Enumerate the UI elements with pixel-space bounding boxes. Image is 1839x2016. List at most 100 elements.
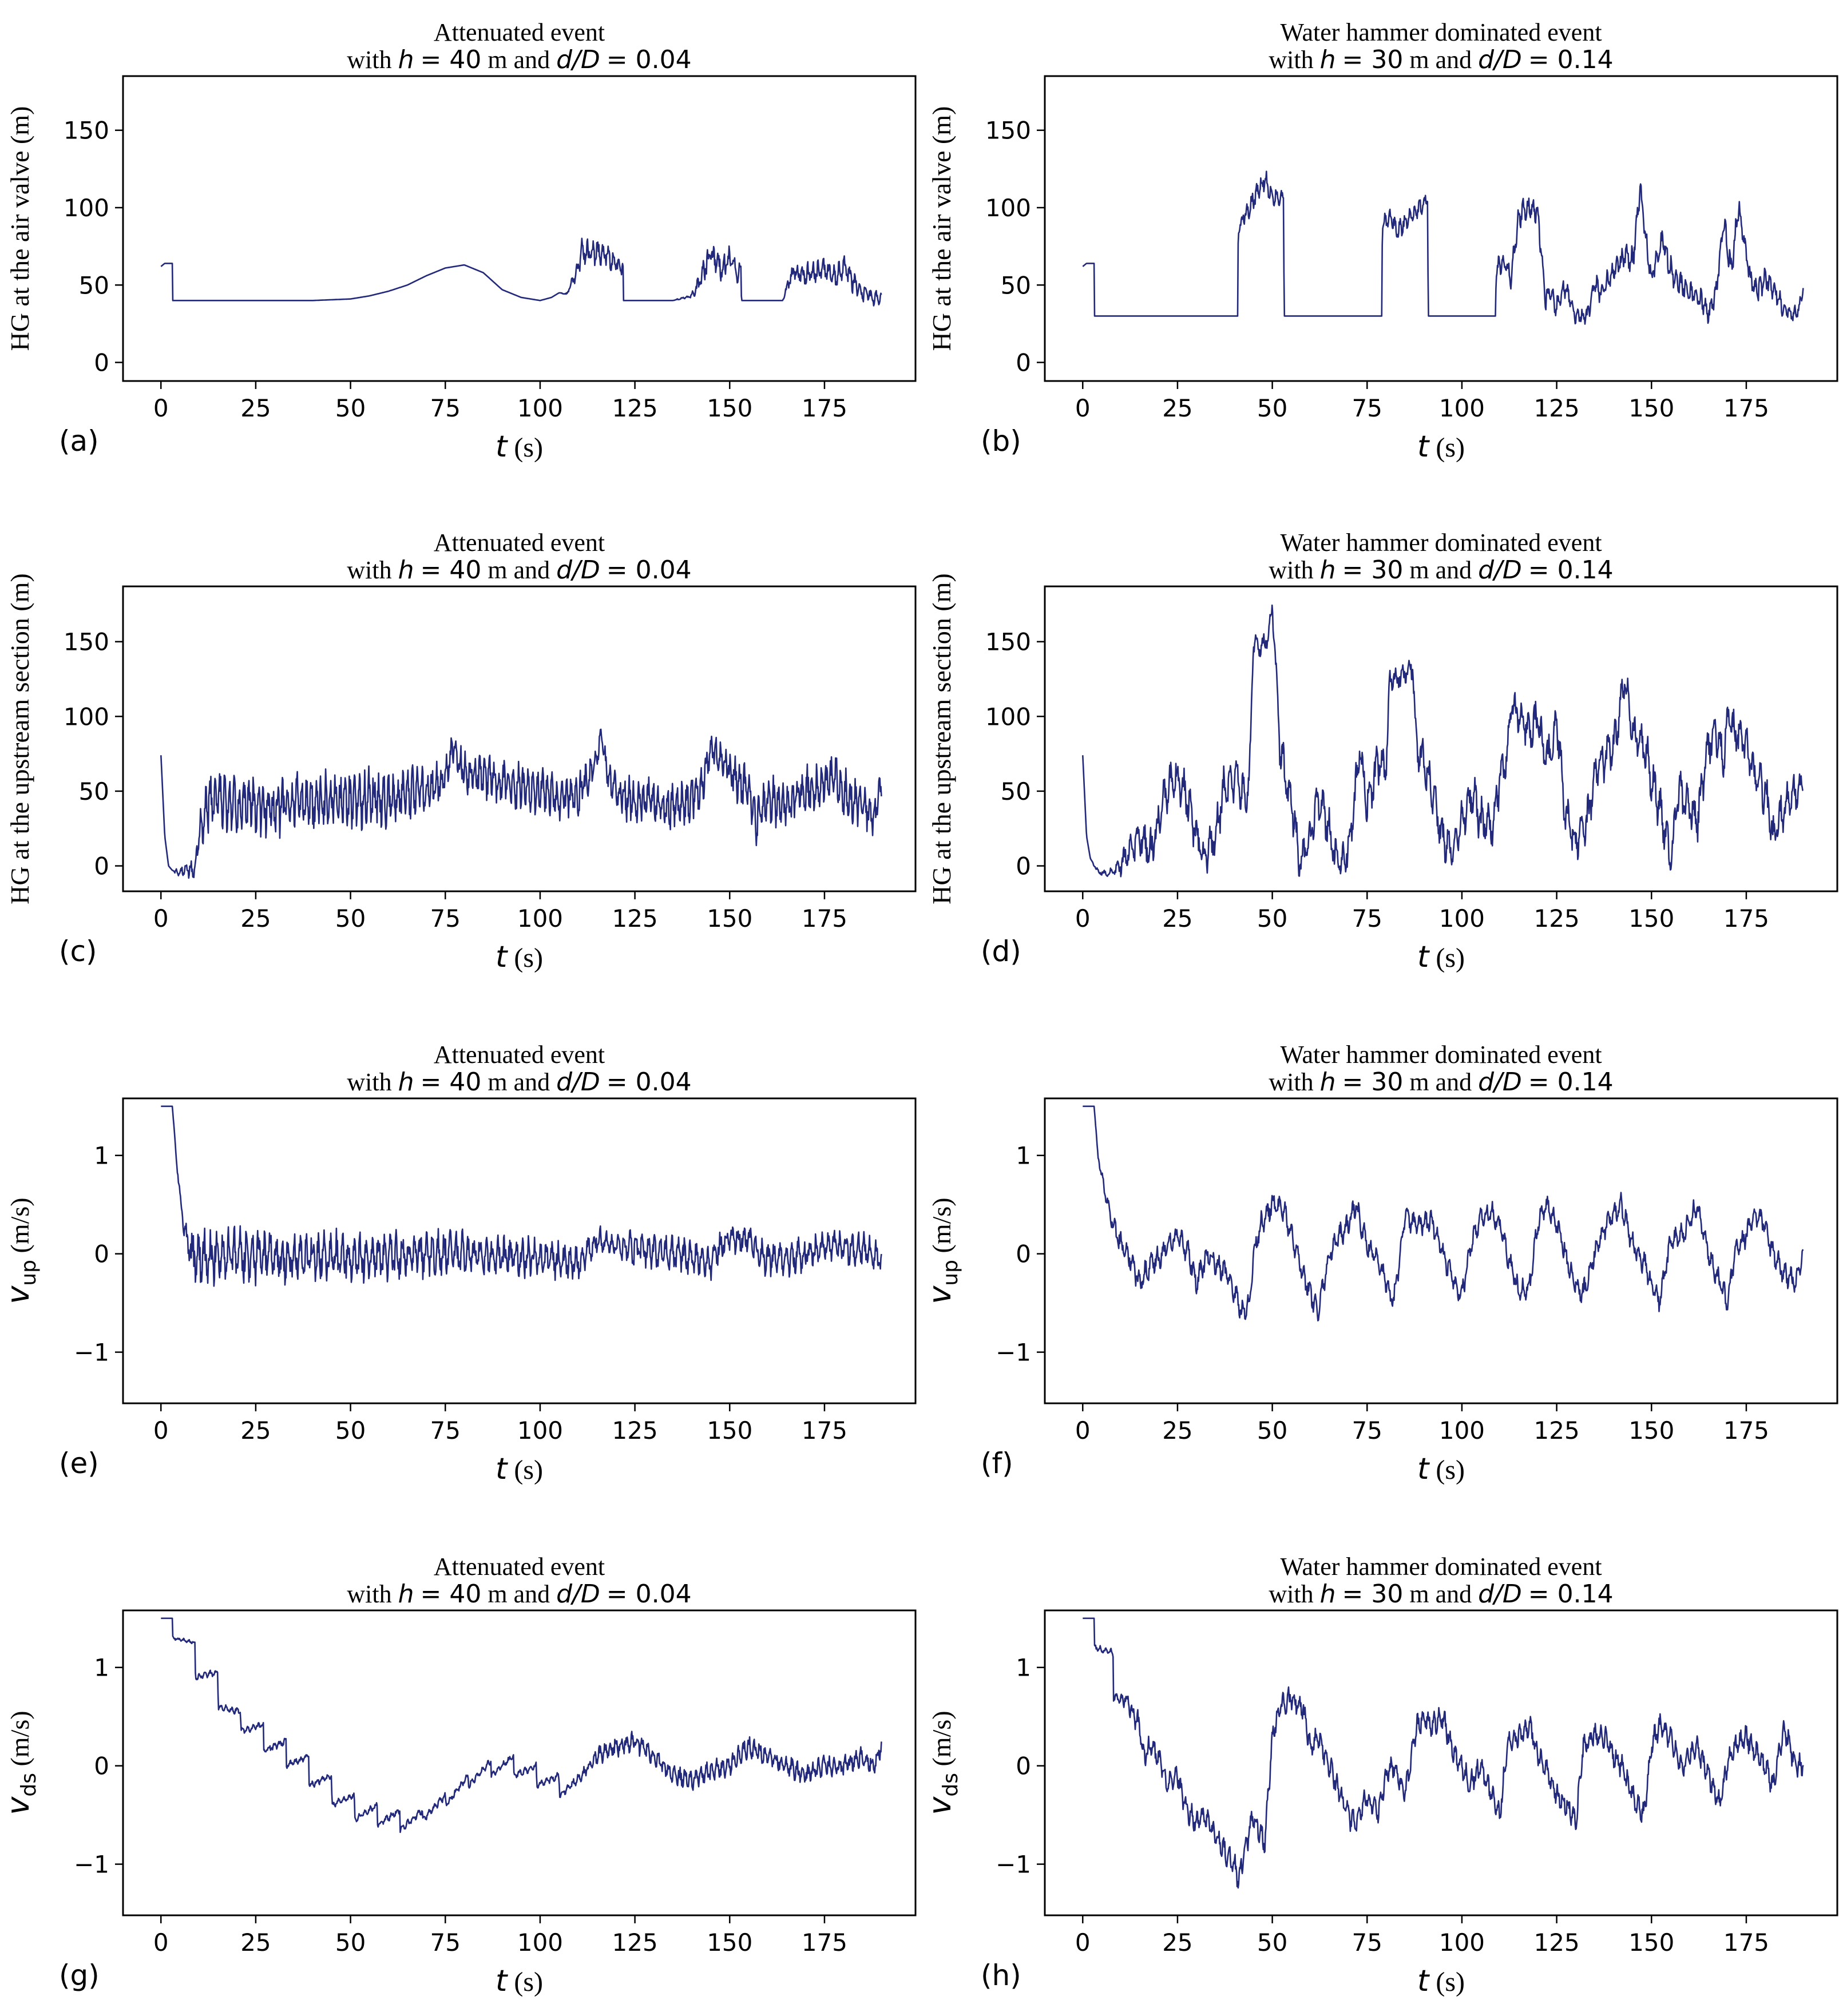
y-tick-label: 150 — [985, 628, 1031, 656]
panel-label: (e) — [59, 1447, 99, 1480]
series-line-e-0 — [160, 1105, 882, 1287]
panel-label: (g) — [59, 1959, 100, 1992]
x-tick-label: 125 — [612, 1928, 658, 1957]
x-tick-label: 150 — [1628, 904, 1674, 932]
x-tick-label: 100 — [1439, 904, 1485, 932]
panel-label: (h) — [981, 1959, 1021, 1992]
y-tick-label: 0 — [94, 1240, 109, 1268]
y-tick-label: 50 — [1001, 271, 1031, 299]
y-axis-label: vds (m/s) — [922, 1711, 962, 1815]
x-tick-label: 175 — [1723, 1416, 1769, 1444]
x-tick-label: 100 — [1439, 1416, 1485, 1444]
chart-title-line2: with h = 30 m and d/D = 0.14 — [1269, 555, 1613, 585]
x-tick-label: 50 — [335, 394, 366, 422]
plot-frame — [122, 1609, 917, 1916]
x-tick-label: 100 — [517, 1416, 563, 1444]
x-tick-label: 125 — [612, 904, 658, 932]
y-tick-label: 1 — [1016, 1654, 1031, 1682]
y-tick-label: 0 — [1016, 852, 1031, 880]
x-tick-label: 150 — [707, 1416, 752, 1444]
y-axis-label: vds (m/s) — [0, 1711, 41, 1815]
plot-frame — [122, 75, 917, 382]
chart-title-line1: Water hammer dominated event — [1280, 529, 1602, 557]
y-tick-label: 100 — [985, 194, 1031, 222]
x-tick-label: 75 — [430, 1416, 461, 1444]
x-tick-label: 150 — [1628, 1416, 1674, 1444]
y-tick-label: 100 — [64, 703, 109, 731]
chart-title-line1: Water hammer dominated event — [1280, 1041, 1602, 1069]
chart-title-line1: Attenuated event — [434, 1041, 605, 1069]
x-tick-label: 50 — [1257, 904, 1287, 932]
plot-frame — [1044, 75, 1838, 382]
plot-frame — [122, 1097, 917, 1404]
x-tick-label: 25 — [240, 904, 271, 932]
y-axis-label: HG at the upstream section (m) — [5, 573, 34, 904]
series-line-a-0 — [160, 237, 882, 307]
x-tick-label: 175 — [1723, 1928, 1769, 1957]
x-tick-label: 75 — [1352, 904, 1382, 932]
y-tick-label: 50 — [1001, 777, 1031, 805]
x-tick-label: 50 — [1257, 1928, 1287, 1957]
series-line-d-0 — [1082, 604, 1804, 878]
x-tick-label: 0 — [153, 904, 169, 932]
chart-title-line2: with h = 40 m and d/D = 0.04 — [347, 45, 691, 74]
chart-title-line1: Attenuated event — [434, 529, 605, 557]
y-axis-label: vup (m/s) — [0, 1197, 41, 1304]
series-line-g-0 — [160, 1617, 882, 1834]
panel-label: (a) — [59, 424, 99, 458]
y-tick-label: 0 — [94, 349, 109, 377]
x-tick-label: 25 — [240, 394, 271, 422]
y-tick-label: 150 — [64, 117, 109, 145]
x-tick-label: 75 — [430, 394, 461, 422]
series-line-c-0 — [160, 728, 882, 879]
y-tick-label: −1 — [996, 1851, 1031, 1879]
x-tick-label: 150 — [707, 394, 752, 422]
y-tick-label: −1 — [74, 1339, 109, 1367]
x-tick-label: 0 — [153, 1928, 169, 1957]
x-tick-label: 125 — [1534, 1928, 1580, 1957]
y-tick-label: 0 — [1016, 349, 1031, 377]
x-tick-label: 150 — [1628, 394, 1674, 422]
x-tick-label: 0 — [153, 394, 169, 422]
plot-frame — [1044, 1097, 1838, 1404]
x-tick-label: 175 — [802, 1928, 847, 1957]
chart-title-line2: with h = 40 m and d/D = 0.04 — [347, 1067, 691, 1097]
chart-title-line1: Water hammer dominated event — [1280, 1553, 1602, 1581]
x-tick-label: 75 — [430, 904, 461, 932]
chart-title-line2: with h = 30 m and d/D = 0.14 — [1269, 1580, 1613, 1609]
x-tick-label: 25 — [240, 1928, 271, 1957]
x-tick-label: 0 — [1075, 904, 1091, 932]
x-tick-label: 100 — [517, 1928, 563, 1957]
x-tick-label: 0 — [153, 1416, 169, 1444]
y-tick-label: 50 — [79, 777, 109, 805]
panel-label: (c) — [59, 935, 97, 968]
x-tick-label: 50 — [335, 1416, 366, 1444]
x-tick-label: 125 — [612, 394, 658, 422]
y-axis-label: HG at the air valve (m) — [5, 106, 34, 351]
x-tick-label: 175 — [1723, 904, 1769, 932]
x-tick-label: 175 — [1723, 394, 1769, 422]
x-tick-label: 175 — [802, 394, 847, 422]
y-tick-label: −1 — [74, 1851, 109, 1879]
y-axis-label: HG at the upstream section (m) — [927, 573, 956, 904]
y-tick-label: 0 — [94, 1752, 109, 1780]
x-tick-label: 50 — [1257, 394, 1287, 422]
x-tick-label: 125 — [1534, 904, 1580, 932]
y-tick-label: 100 — [985, 703, 1031, 731]
chart-title-line1: Water hammer dominated event — [1280, 18, 1602, 46]
chart-title-line2: with h = 40 m and d/D = 0.04 — [347, 555, 691, 585]
x-tick-label: 125 — [1534, 1416, 1580, 1444]
x-tick-label: 125 — [1534, 394, 1580, 422]
series-line-h-0 — [1082, 1617, 1804, 1889]
panel-label: (d) — [981, 935, 1021, 968]
series-line-b-0 — [1082, 170, 1804, 325]
x-axis-label: t (s) — [1417, 1452, 1465, 1486]
x-axis-label: t (s) — [496, 430, 543, 464]
x-tick-label: 75 — [1352, 1416, 1382, 1444]
chart-title-line1: Attenuated event — [434, 1553, 605, 1581]
